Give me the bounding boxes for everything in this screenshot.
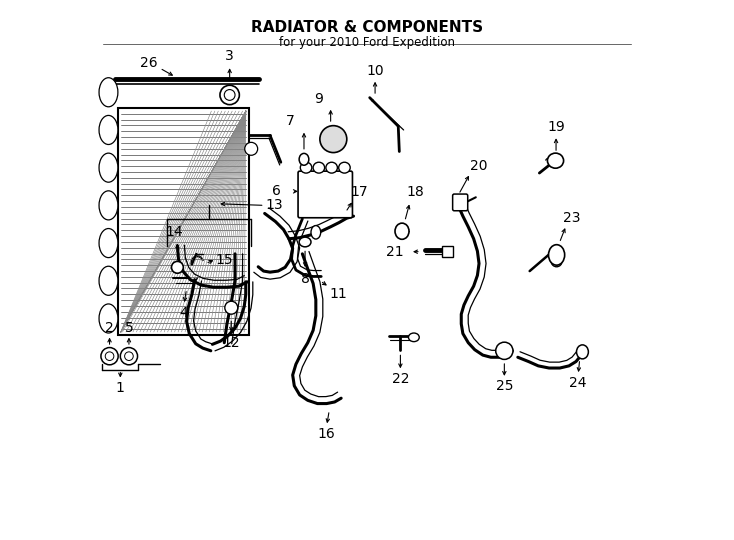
Text: 18: 18: [407, 185, 424, 199]
Circle shape: [101, 348, 118, 365]
Ellipse shape: [99, 153, 118, 182]
Circle shape: [225, 90, 235, 100]
Circle shape: [220, 85, 239, 105]
Text: 8: 8: [301, 272, 310, 286]
Bar: [443, 246, 453, 257]
Circle shape: [225, 301, 238, 314]
Ellipse shape: [99, 191, 118, 220]
Text: 4: 4: [180, 306, 188, 320]
Text: 14: 14: [165, 225, 183, 239]
Text: 17: 17: [350, 185, 368, 199]
Circle shape: [495, 342, 513, 360]
Text: 3: 3: [225, 49, 234, 63]
Ellipse shape: [99, 266, 118, 295]
Text: 9: 9: [314, 92, 323, 106]
Ellipse shape: [99, 116, 118, 145]
Text: RADIATOR & COMPONENTS: RADIATOR & COMPONENTS: [251, 19, 483, 35]
Ellipse shape: [548, 153, 564, 168]
Ellipse shape: [548, 245, 564, 265]
Ellipse shape: [99, 78, 118, 107]
Ellipse shape: [326, 162, 338, 173]
Ellipse shape: [395, 223, 409, 239]
Ellipse shape: [172, 261, 184, 273]
Text: 5: 5: [125, 321, 134, 335]
Circle shape: [125, 352, 134, 361]
Ellipse shape: [576, 345, 589, 359]
Text: 13: 13: [266, 198, 283, 212]
Text: 16: 16: [318, 427, 335, 441]
Ellipse shape: [409, 333, 419, 342]
Text: 26: 26: [140, 56, 158, 70]
Circle shape: [244, 143, 258, 156]
Circle shape: [120, 348, 137, 365]
Text: 11: 11: [330, 287, 347, 301]
Ellipse shape: [311, 226, 321, 239]
Text: 19: 19: [547, 120, 565, 134]
Text: 25: 25: [495, 379, 513, 393]
Text: 10: 10: [366, 64, 384, 78]
Ellipse shape: [299, 153, 309, 165]
Text: 2: 2: [105, 321, 114, 335]
Ellipse shape: [338, 162, 350, 173]
Text: 15: 15: [216, 253, 233, 267]
Text: 6: 6: [272, 184, 281, 198]
Ellipse shape: [99, 304, 118, 333]
FancyBboxPatch shape: [298, 171, 352, 218]
Ellipse shape: [313, 162, 324, 173]
Ellipse shape: [99, 228, 118, 258]
Text: 23: 23: [563, 211, 581, 225]
Ellipse shape: [299, 237, 311, 247]
Text: 1: 1: [116, 381, 125, 395]
Text: 21: 21: [386, 245, 404, 259]
Text: 20: 20: [470, 159, 487, 173]
Circle shape: [105, 352, 114, 361]
Text: 24: 24: [570, 376, 587, 390]
Text: 12: 12: [222, 336, 240, 350]
Circle shape: [320, 126, 346, 153]
Text: 22: 22: [392, 373, 409, 386]
FancyBboxPatch shape: [453, 194, 468, 211]
Ellipse shape: [300, 162, 312, 173]
Text: 7: 7: [286, 113, 295, 127]
Text: for your 2010 Ford Expedition: for your 2010 Ford Expedition: [279, 36, 455, 49]
